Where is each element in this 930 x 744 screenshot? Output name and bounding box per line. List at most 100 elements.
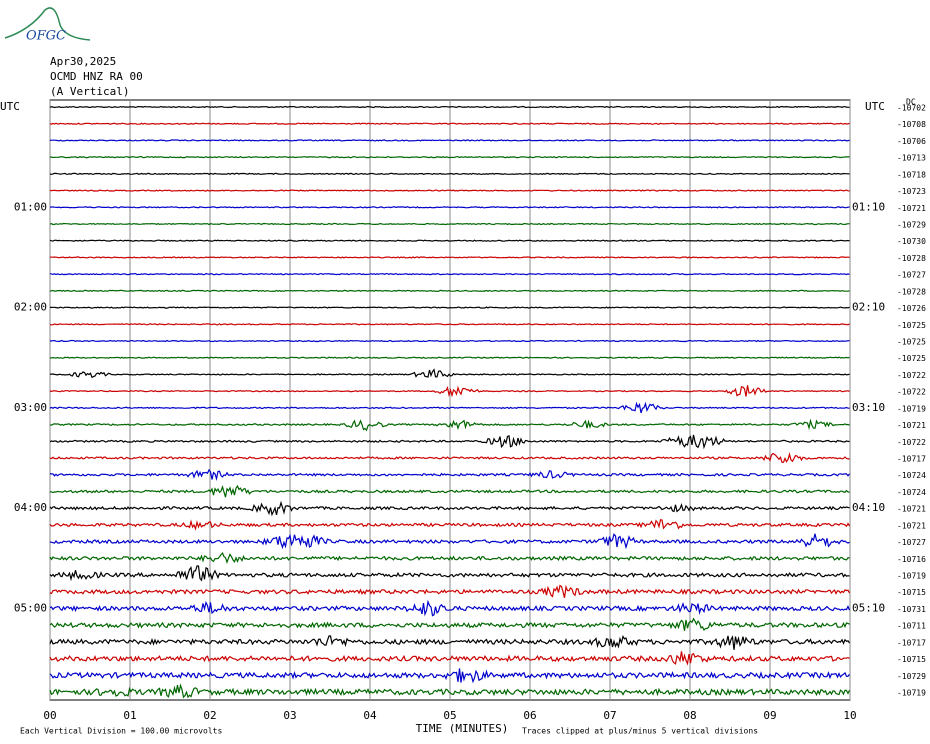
- trace: [49, 617, 850, 632]
- trace: [49, 385, 850, 398]
- trace-offset: -10719: [897, 572, 926, 581]
- trace-offset: -10702: [897, 104, 926, 113]
- trace: [49, 452, 850, 463]
- trace: [49, 584, 851, 598]
- right-time-label: 04:10: [852, 501, 885, 514]
- trace-offset: -10729: [897, 221, 926, 230]
- traces: [49, 105, 851, 699]
- trace-offset: -10728: [897, 287, 926, 296]
- date: Apr30,2025: [50, 55, 116, 68]
- trace-offset: -10722: [897, 438, 926, 447]
- trace: [49, 651, 850, 666]
- x-tick-label: 06: [523, 709, 536, 722]
- x-tick-label: 10: [843, 709, 856, 722]
- x-tick-label: 05: [443, 709, 456, 722]
- trace: [49, 500, 850, 517]
- clip-note: Traces clipped at plus/minus 5 vertical …: [522, 727, 758, 736]
- trace-offset: -10708: [897, 120, 926, 129]
- trace-offset: -10725: [897, 338, 926, 347]
- trace-offset: -10716: [897, 555, 926, 564]
- trace-offset: -10717: [897, 638, 926, 647]
- right-time-label: 05:10: [852, 601, 885, 614]
- left-time-label: UTC: [0, 100, 20, 113]
- trace: [49, 552, 850, 565]
- left-time-label: 02:00: [14, 301, 47, 314]
- component: (A Vertical): [50, 85, 129, 98]
- trace: [49, 356, 850, 359]
- right-time-label: 01:10: [852, 200, 885, 213]
- x-tick-label: 02: [203, 709, 216, 722]
- trace: [49, 222, 850, 226]
- trace-offset: -10721: [897, 421, 926, 430]
- trace: [49, 635, 850, 650]
- trace: [49, 306, 850, 309]
- logo: OFGC: [4, 7, 91, 44]
- trace-offset: -10724: [897, 471, 926, 480]
- grid: [49, 99, 851, 701]
- x-axis-label: TIME (MINUTES): [416, 722, 509, 735]
- trace: [49, 418, 850, 432]
- trace: [49, 434, 850, 450]
- x-tick-label: 03: [283, 709, 296, 722]
- trace-offset: -10728: [897, 254, 926, 263]
- trace: [49, 519, 851, 531]
- right-time-label: 03:10: [852, 401, 885, 414]
- trace: [49, 289, 850, 293]
- right-time-label: 02:10: [852, 301, 885, 314]
- trace-offset: -10706: [897, 137, 926, 146]
- trace: [49, 155, 850, 159]
- trace: [49, 484, 850, 498]
- trace: [49, 401, 850, 414]
- trace: [49, 189, 850, 192]
- x-tick-label: 07: [603, 709, 616, 722]
- right-time-label: UTC: [865, 100, 885, 113]
- left-time-label: 01:00: [14, 200, 47, 213]
- x-tick-label: 00: [43, 709, 56, 722]
- trace: [49, 339, 850, 343]
- trace-offset: -10718: [897, 170, 926, 179]
- trace: [49, 206, 850, 209]
- trace: [49, 683, 851, 699]
- trace: [49, 599, 851, 617]
- trace-offset: -10722: [897, 371, 926, 380]
- trace-offset: -10719: [897, 689, 926, 698]
- trace-offset: -10722: [897, 388, 926, 397]
- trace: [49, 105, 850, 109]
- trace-offset: -10727: [897, 538, 926, 547]
- trace-offset: -10725: [897, 354, 926, 363]
- trace-offset: -10731: [897, 605, 926, 614]
- trace-offset: -10730: [897, 237, 926, 246]
- trace: [49, 565, 850, 582]
- corner-label: DC: [906, 98, 916, 107]
- trace: [49, 468, 850, 481]
- x-tick-label: 01: [123, 709, 136, 722]
- trace: [49, 256, 850, 259]
- trace-offset: -10713: [897, 154, 926, 163]
- trace-offset: -10725: [897, 321, 926, 330]
- trace-offset: -10715: [897, 655, 926, 664]
- trace: [49, 533, 850, 550]
- trace-offset: -10721: [897, 505, 926, 514]
- x-tick-label: 04: [363, 709, 377, 722]
- logo-text: OFGC: [26, 29, 66, 44]
- trace-offset: -10723: [897, 187, 926, 196]
- trace: [49, 368, 850, 379]
- trace: [49, 239, 850, 242]
- trace-offset: -10717: [897, 455, 926, 464]
- trace-offset: -10715: [897, 588, 926, 597]
- trace-offset: -10727: [897, 271, 926, 280]
- trace-offset: -10711: [897, 622, 926, 631]
- left-time-label: 04:00: [14, 501, 47, 514]
- scale-note: Each Vertical Division = 100.00 microvol…: [20, 727, 222, 736]
- trace-offset: -10726: [897, 304, 926, 313]
- trace: [49, 172, 850, 176]
- trace: [49, 139, 850, 142]
- trace-offset: -10721: [897, 204, 926, 213]
- left-time-label: 05:00: [14, 601, 47, 614]
- x-tick-label: 08: [683, 709, 696, 722]
- labels: 00 01 02 03 04 05 06 07 08 09 10 UTC UTC -10702 -10708…: [0, 100, 926, 722]
- left-time-label: 03:00: [14, 401, 47, 414]
- logo-arc: [4, 7, 91, 41]
- trace-offset: -10721: [897, 521, 926, 530]
